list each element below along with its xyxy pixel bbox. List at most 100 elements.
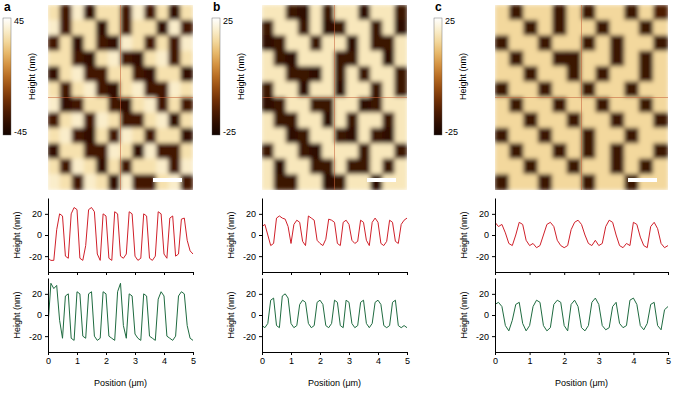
cell (180, 66, 193, 82)
cell (624, 128, 639, 144)
cell (382, 159, 395, 175)
cell (509, 128, 524, 144)
cell (84, 20, 97, 36)
cell (262, 20, 275, 36)
cell (523, 143, 538, 159)
cell (108, 35, 121, 51)
cell (358, 159, 371, 175)
cell (334, 5, 347, 21)
tick (633, 272, 634, 275)
cell (394, 143, 407, 159)
cell (60, 174, 73, 190)
cell (274, 35, 287, 51)
cell (495, 174, 510, 190)
cell (624, 5, 639, 21)
cell (394, 174, 407, 190)
tick-mark (259, 294, 262, 295)
tick (349, 272, 350, 275)
cell (639, 128, 654, 144)
cell (96, 35, 109, 51)
cell (108, 143, 121, 159)
cell (639, 20, 654, 36)
tick-mark (320, 272, 321, 275)
cell (523, 174, 538, 190)
tick: 0 (260, 352, 265, 366)
tick-label: 20 (32, 209, 42, 219)
cell (180, 159, 193, 175)
tick (530, 272, 531, 275)
cell (322, 128, 335, 144)
cell (48, 128, 61, 144)
cell (72, 82, 85, 98)
cell (72, 128, 85, 144)
cell (180, 5, 193, 21)
cell (168, 174, 181, 190)
cell (595, 5, 610, 21)
tick-label: 4 (376, 356, 381, 366)
cell (610, 20, 625, 36)
cell (48, 51, 61, 67)
axis-line (262, 199, 263, 273)
cell (358, 66, 371, 82)
cell (274, 51, 287, 67)
cell (595, 20, 610, 36)
cell (581, 112, 596, 128)
cells (495, 5, 668, 190)
cell (538, 159, 553, 175)
cell (538, 112, 553, 128)
tick-mark (599, 272, 600, 275)
tick-label: 2 (318, 356, 323, 366)
cell (370, 82, 383, 98)
cell (358, 5, 371, 21)
axis-line (263, 272, 408, 273)
cell (382, 82, 395, 98)
cell (495, 143, 510, 159)
tick (106, 272, 107, 275)
cell (286, 174, 299, 190)
tick: 20 (32, 289, 48, 299)
cell (581, 97, 596, 113)
plot-area (495, 220, 668, 247)
cell (394, 128, 407, 144)
cell (495, 51, 510, 67)
cell (639, 35, 654, 51)
cell (581, 143, 596, 159)
cell (653, 82, 668, 98)
cell (552, 51, 567, 67)
cell (286, 143, 299, 159)
plot-area (495, 298, 668, 331)
cell (48, 174, 61, 190)
cell (156, 97, 169, 113)
cell (168, 35, 181, 51)
tick: -20 (29, 332, 48, 342)
cell (120, 159, 133, 175)
tick (193, 272, 194, 275)
cell (495, 35, 510, 51)
cell (346, 128, 359, 144)
tick: 20 (246, 289, 262, 299)
cell (581, 35, 596, 51)
cell (653, 66, 668, 82)
cell (509, 143, 524, 159)
tick-mark (378, 352, 379, 355)
tick: 0 (37, 230, 48, 240)
tick-mark (530, 352, 531, 355)
cell (523, 97, 538, 113)
x-axis-label: Position (μm) (94, 378, 147, 388)
cell (346, 112, 359, 128)
cell (310, 128, 323, 144)
cell (639, 5, 654, 21)
cell (144, 143, 157, 159)
cell (552, 128, 567, 144)
tick-mark (48, 272, 49, 275)
cell (394, 66, 407, 82)
cell (509, 20, 524, 36)
x-axis-label: Position (μm) (555, 378, 608, 388)
cell (96, 159, 109, 175)
cell (274, 112, 287, 128)
cells (262, 5, 407, 190)
cell (581, 20, 596, 36)
tick (668, 272, 669, 275)
cells (48, 5, 193, 190)
cell (60, 5, 73, 21)
